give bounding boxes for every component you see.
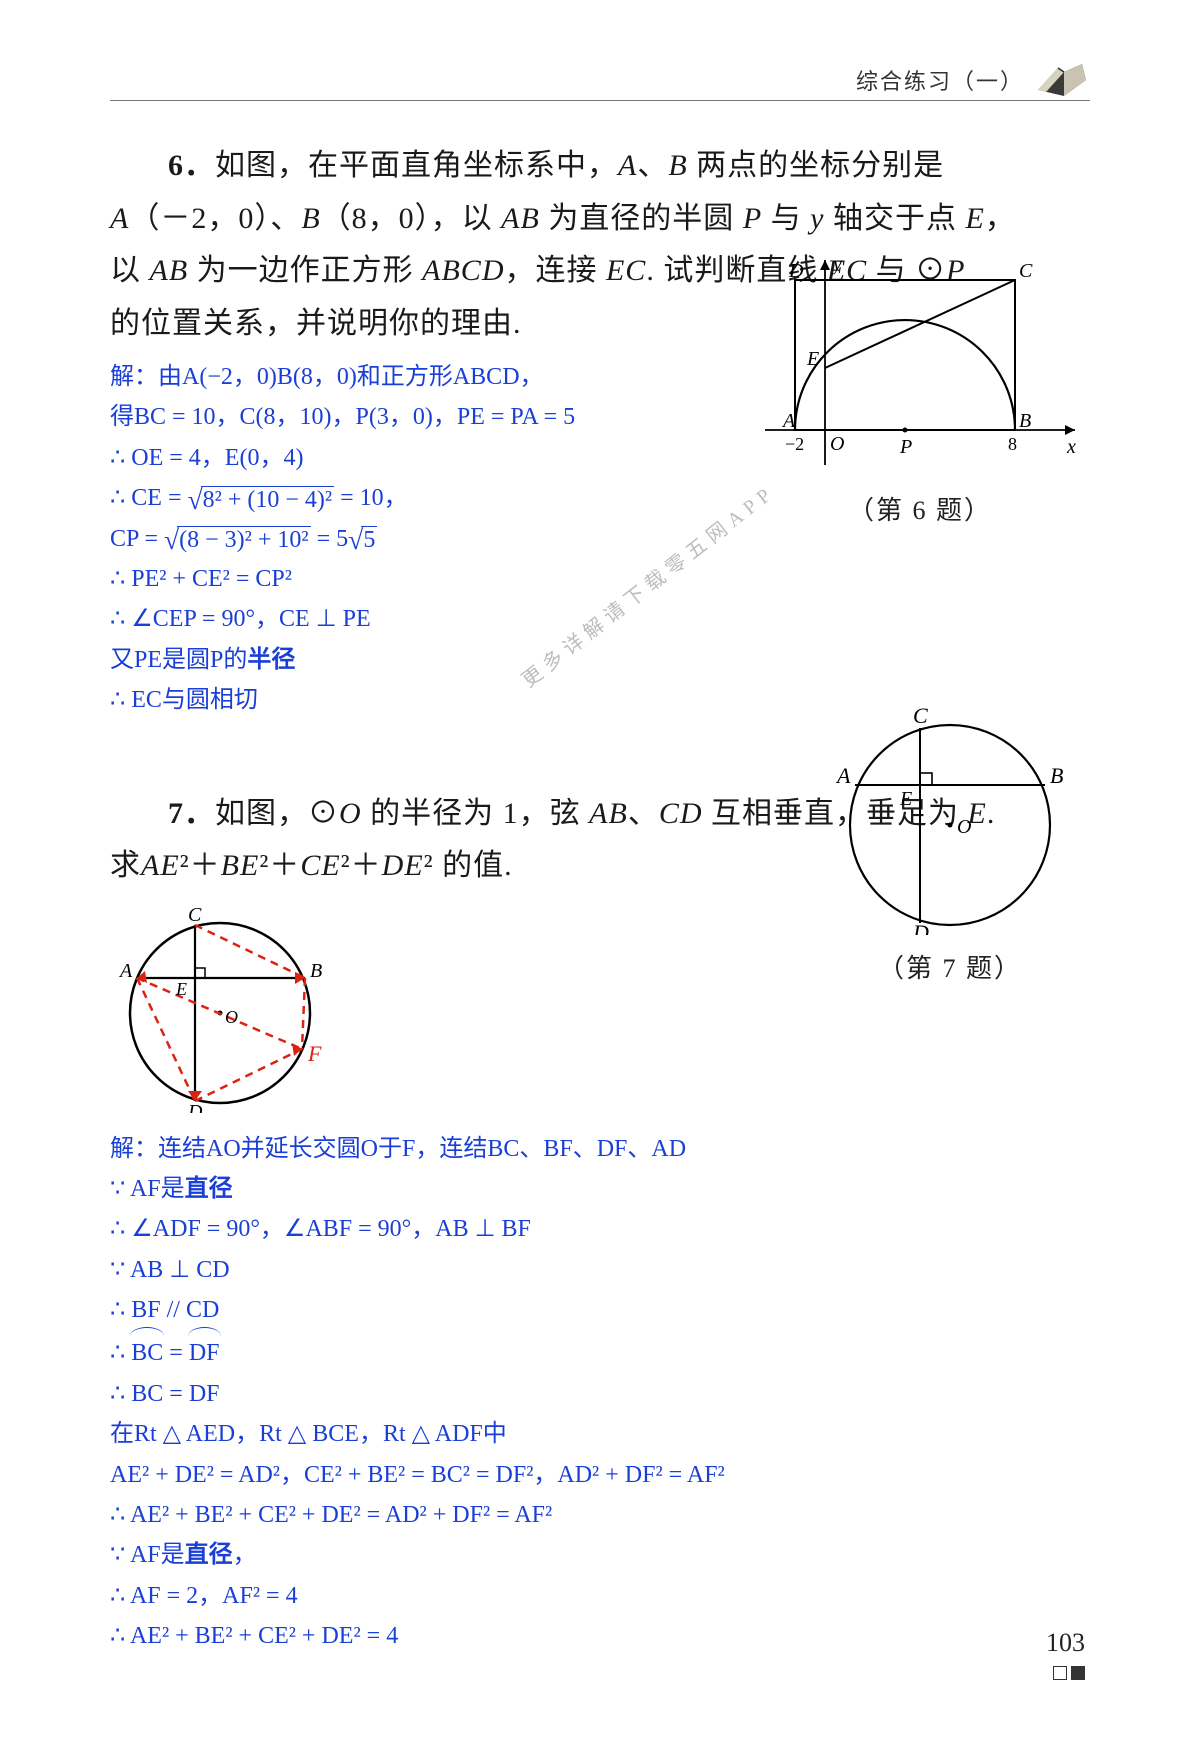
svg-text:A: A (118, 960, 133, 982)
problem-number: 7． (168, 797, 215, 830)
figure-7-caption: （第 7 题） (820, 948, 1080, 985)
svg-text:D: D (187, 1101, 203, 1113)
sqrt-expression: √(8 − 3)² + 10² (164, 526, 311, 554)
solution-7: 解：连结AO并延长交圆O于F，连结BC、BF、DF、AD ∵ AF是直径 ∴ ∠… (110, 1130, 1090, 1656)
svg-text:A: A (835, 763, 851, 788)
problem-number: 6． (168, 149, 215, 182)
svg-text:8: 8 (1008, 434, 1017, 454)
svg-text:A: A (781, 410, 796, 432)
svg-text:P: P (899, 436, 912, 458)
arc-notation: BC (131, 1331, 163, 1372)
svg-text:C: C (188, 904, 202, 926)
svg-text:O: O (830, 433, 844, 455)
svg-text:−2: −2 (785, 434, 804, 454)
figure-6-caption: （第 6 题） (755, 490, 1085, 527)
sqrt-expression: √5 (348, 526, 377, 554)
svg-text:D: D (912, 920, 929, 935)
figure-7: C A B E O D （第 7 题） (820, 705, 1080, 985)
svg-text:C: C (913, 705, 928, 728)
svg-text:D: D (788, 260, 804, 282)
svg-text:x: x (1066, 436, 1076, 458)
svg-text:O: O (225, 1007, 238, 1027)
figure-6: D C E A B −2 O P 8 x y （第 6 题） (755, 255, 1085, 527)
svg-text:E: E (806, 348, 819, 370)
page-number: 103 (1046, 1628, 1085, 1658)
page-header: 综合练习（一） (856, 60, 1090, 100)
svg-text:y: y (831, 255, 842, 275)
svg-text:B: B (1019, 410, 1031, 432)
book-icon (1034, 60, 1090, 100)
svg-text:B: B (310, 960, 322, 982)
svg-text:O: O (957, 816, 971, 838)
svg-text:C: C (1019, 260, 1033, 282)
svg-text:F: F (307, 1041, 322, 1066)
svg-text:E: E (175, 979, 187, 999)
header-divider (110, 100, 1090, 101)
page-mark-icon (1053, 1666, 1085, 1680)
svg-text:B: B (1050, 763, 1063, 788)
sqrt-expression: √8² + (10 − 4)² (187, 486, 334, 514)
arc-notation: DF (189, 1331, 220, 1372)
section-title: 综合练习（一） (856, 64, 1024, 96)
svg-text:E: E (899, 788, 912, 810)
